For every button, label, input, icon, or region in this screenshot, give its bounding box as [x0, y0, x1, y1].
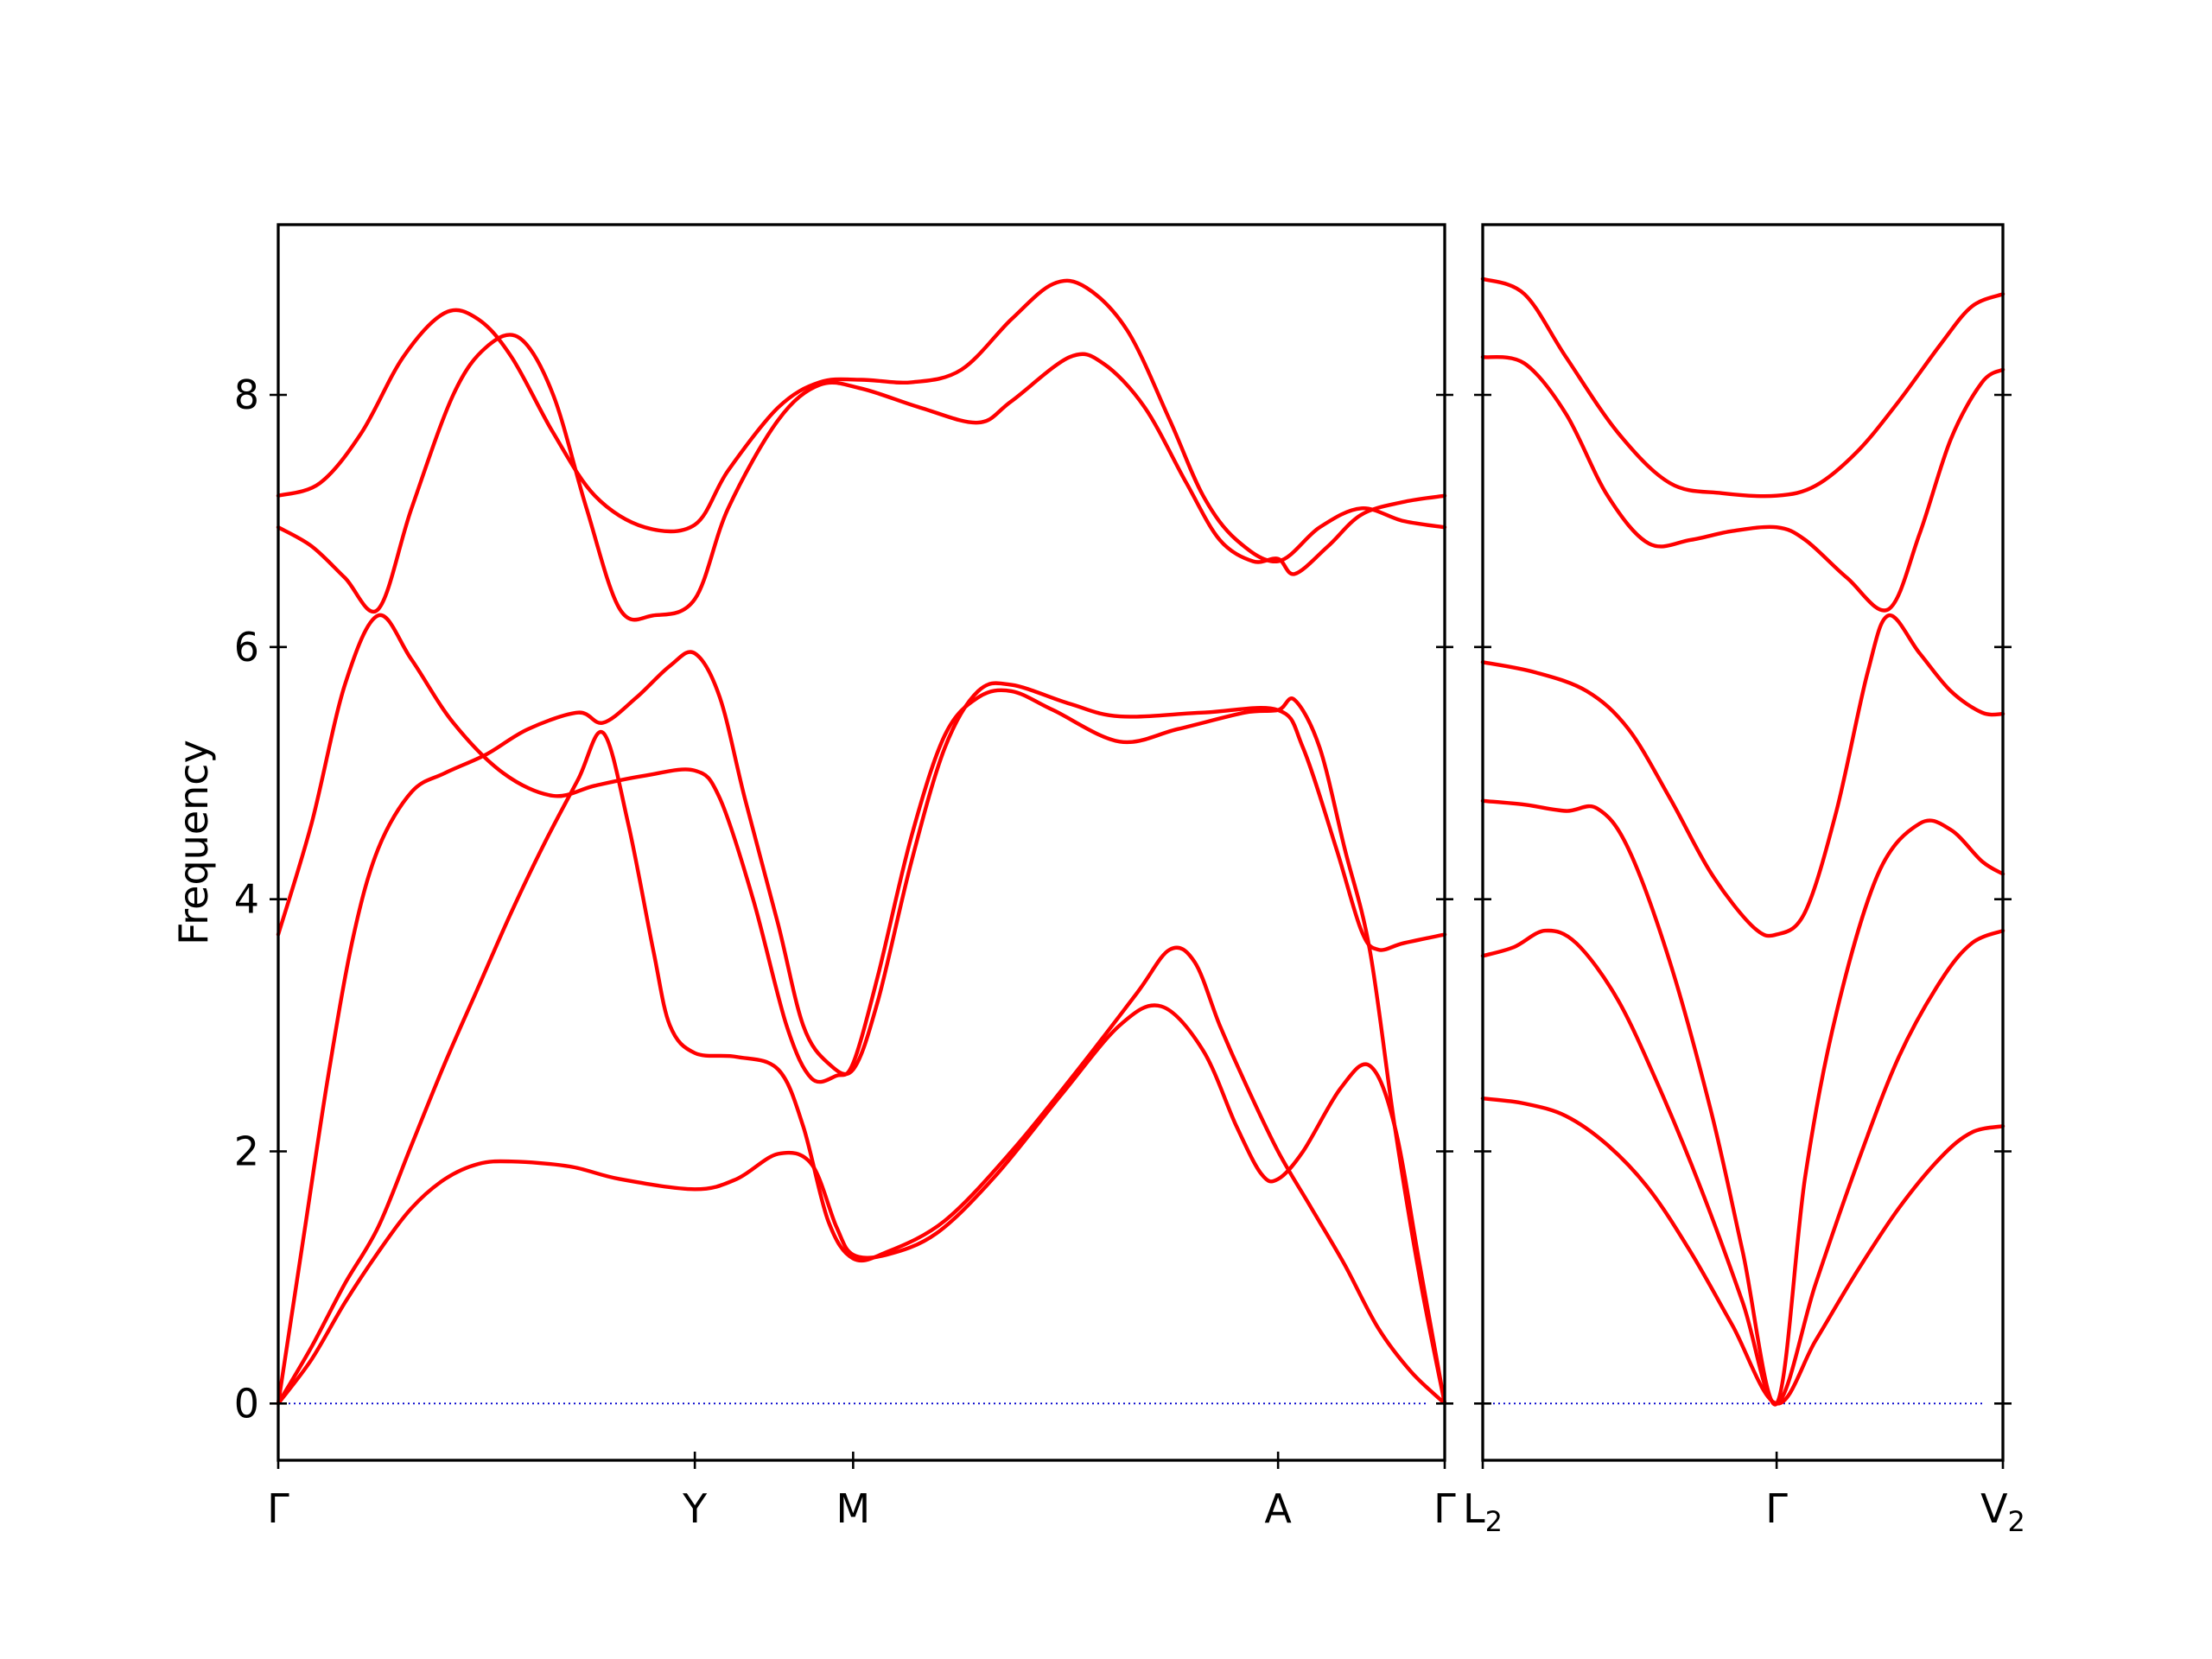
x-tick-label: Γ: [1765, 1485, 1788, 1532]
y-tick-label: 8: [234, 372, 259, 418]
band-5: [276, 333, 1447, 622]
band-5: [1480, 354, 2005, 613]
y-tick-label: 6: [234, 624, 259, 671]
right-panel: L2 Γ V2: [1463, 223, 2025, 1538]
x-tick-label: Γ: [1433, 1485, 1456, 1532]
y-tick-labels: 0 2 4 6 8: [234, 372, 259, 1427]
y-tick-label: 4: [234, 876, 259, 923]
x-tick-label: V2: [1980, 1485, 2025, 1538]
x-tick-label: L2: [1463, 1485, 1503, 1538]
x-tick-label: Γ: [267, 1485, 289, 1532]
band-3: [1480, 798, 2005, 1407]
band-6: [276, 278, 1447, 563]
band-2: [276, 729, 1447, 1406]
band-4: [276, 613, 1447, 1406]
plot-frame: [1481, 223, 2005, 1462]
band-6: [1480, 276, 2005, 499]
x-tick-label: Y: [682, 1485, 708, 1532]
band-4: [1480, 613, 2005, 938]
band-1: [1480, 1096, 2005, 1406]
band-3: [276, 650, 1447, 1406]
y-axis-label: Frequency: [170, 740, 217, 945]
x-tick-label: A: [1264, 1485, 1292, 1532]
y-tick-label: 0: [234, 1380, 259, 1427]
y-tick-label: 2: [234, 1128, 259, 1175]
band-2: [1480, 928, 2005, 1406]
plot-frame: [276, 223, 1446, 1462]
x-tick-label: M: [836, 1485, 871, 1532]
band-1: [276, 1003, 1447, 1406]
